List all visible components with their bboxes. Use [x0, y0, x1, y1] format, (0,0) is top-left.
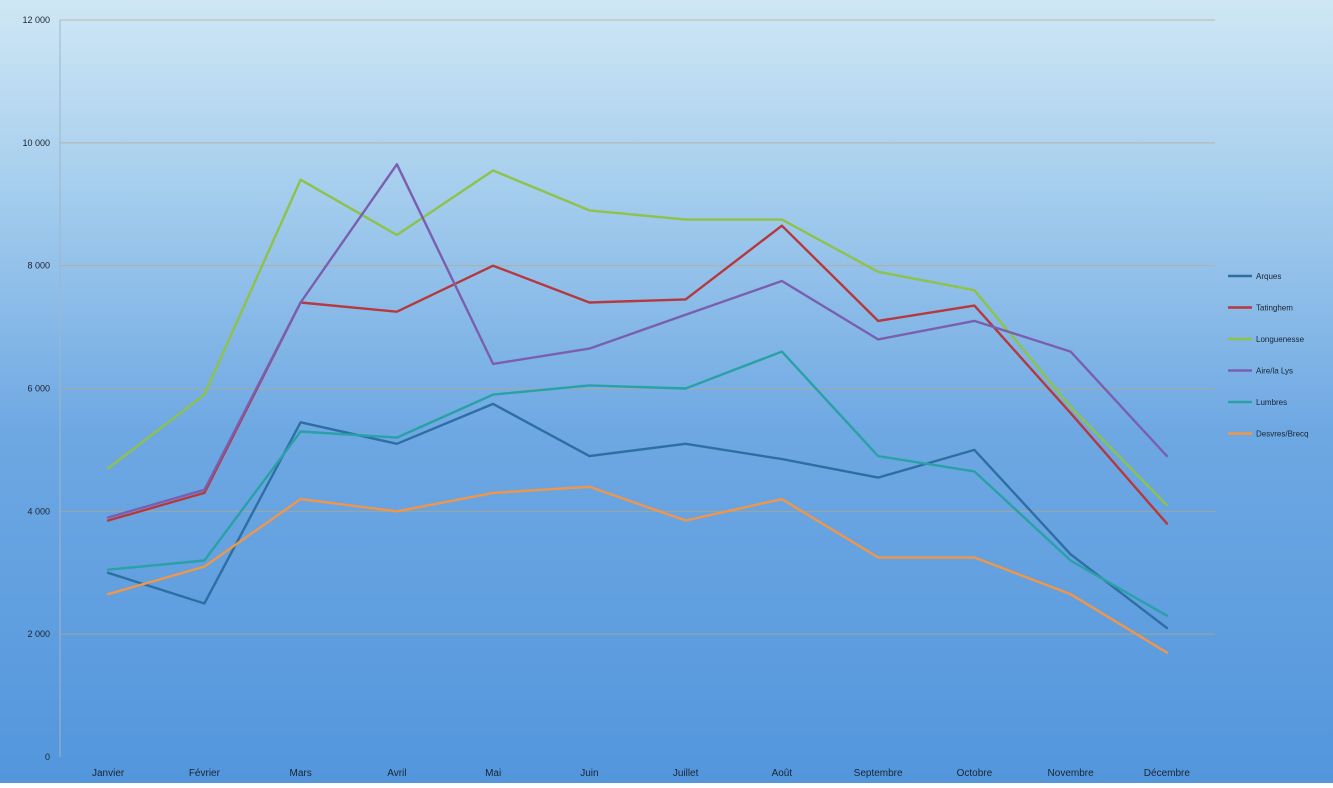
- x-tick-label: Septembre: [854, 768, 903, 779]
- x-tick-label: Février: [189, 768, 221, 779]
- legend-label-arques: Arques: [1256, 272, 1281, 281]
- legend: Arques Tatinghem Longuenesse Aire/la Lys Lum…: [1228, 272, 1308, 439]
- series-line-longuenesse: [106, 169, 1169, 507]
- legend-label-tatinghem: Tatinghem: [1256, 304, 1293, 313]
- x-tick-label: Mai: [485, 768, 501, 779]
- legend-label-longuenesse: Longuenesse: [1256, 335, 1305, 344]
- x-tick-label: Avril: [387, 768, 406, 779]
- x-tick-label: Juin: [580, 768, 598, 779]
- y-axis: 0 2 000 4 000 6 000 8 000 10 000 12 000: [22, 15, 50, 762]
- x-tick-label: Novembre: [1048, 768, 1095, 779]
- series-layer: [106, 163, 1169, 654]
- x-tick-label: Août: [772, 768, 793, 779]
- x-tick-label: Janvier: [92, 768, 125, 779]
- series-line-lumbres: [106, 350, 1169, 617]
- x-tick-label: Juillet: [673, 768, 699, 779]
- y-tick-label: 12 000: [22, 15, 50, 25]
- x-tick-label: Décembre: [1144, 768, 1191, 779]
- y-tick-label: 8 000: [27, 261, 50, 271]
- legend-label-desvres-brecq: Desvres/Brecq: [1256, 430, 1308, 439]
- x-tick-label: Octobre: [957, 768, 993, 779]
- series-line-desvres-brecq: [106, 485, 1169, 654]
- series-line-aire-la-lys: [106, 163, 1169, 519]
- legend-label-lumbres: Lumbres: [1256, 398, 1287, 407]
- y-tick-label: 6 000: [27, 384, 50, 394]
- legend-label-aire-la-lys: Aire/la Lys: [1256, 367, 1293, 376]
- y-tick-label: 2 000: [27, 629, 50, 639]
- x-tick-label: Mars: [290, 768, 312, 779]
- y-tick-label: 10 000: [22, 138, 50, 148]
- y-tick-label: 0: [45, 752, 50, 762]
- y-tick-label: 4 000: [27, 506, 50, 516]
- x-axis: Janvier Février Mars Avril Mai Juin Juillet Aoû…: [92, 768, 1190, 779]
